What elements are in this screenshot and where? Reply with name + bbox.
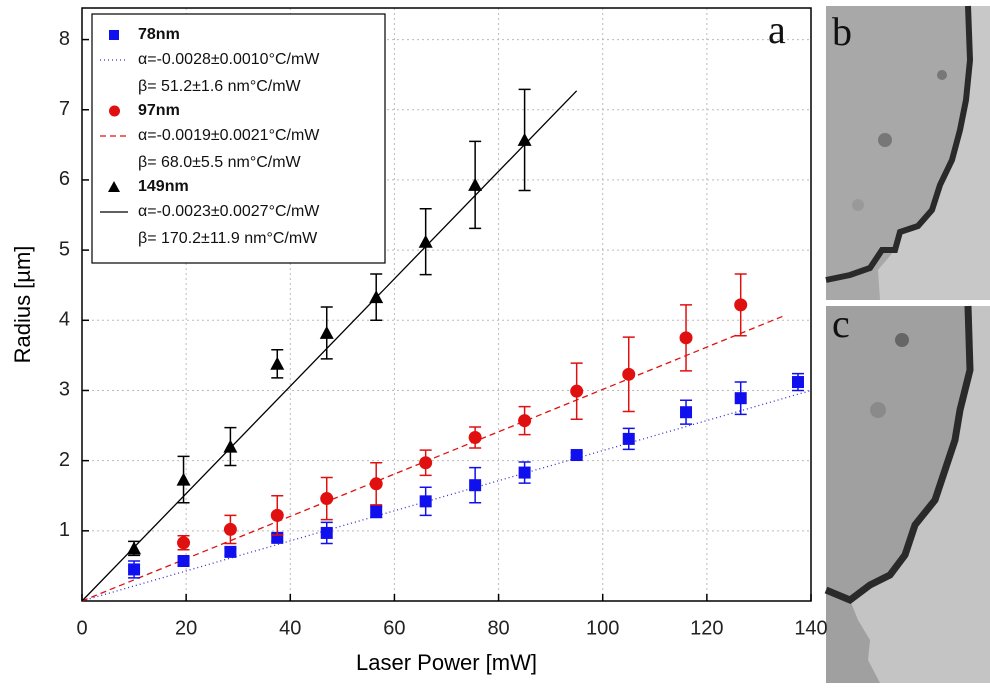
data-point [224, 545, 237, 558]
data-point [177, 536, 191, 550]
x-tick-label: 120 [690, 617, 723, 639]
fit-annotation: β= 51.2±1.6 nm°C/mW [138, 78, 302, 95]
y-tick-label: 8 [59, 28, 70, 50]
data-point [570, 449, 583, 462]
data-point [622, 432, 635, 445]
plot-frame [81, 7, 812, 602]
panel-label: a [768, 7, 786, 52]
x-tick-label: 0 [76, 617, 87, 639]
legend-marker [108, 181, 120, 192]
data-point [369, 477, 383, 491]
data-point [468, 177, 483, 191]
y-tick-label: 6 [59, 168, 70, 190]
data-point [176, 472, 191, 486]
legend-label: α=-0.0019±0.0021°C/mW [138, 127, 320, 144]
x-tick-label: 60 [383, 617, 405, 639]
data-point [622, 367, 636, 381]
y-tick-label: 1 [59, 519, 70, 541]
data-point [177, 554, 190, 567]
y-tick-label: 7 [59, 98, 70, 120]
data-point [319, 325, 334, 339]
legend-box [91, 13, 386, 264]
data-point [517, 132, 532, 146]
data-point [223, 522, 237, 536]
legend-label: 78nm [138, 26, 180, 43]
data-point [734, 392, 747, 405]
legend-label: 97nm [138, 102, 180, 119]
data-point [734, 298, 748, 312]
data-point [419, 456, 433, 470]
x-tick-label: 80 [487, 617, 509, 639]
micrograph-b [825, 5, 990, 300]
x-tick-label: 140 [794, 617, 827, 639]
fit-annotation: β= 170.2±11.9 nm°C/mW [138, 230, 318, 247]
data-point [127, 541, 142, 555]
data-point [370, 505, 383, 518]
data-point [128, 563, 141, 576]
y-tick-label: 4 [59, 309, 70, 331]
data-point [270, 508, 284, 522]
x-tick-label: 20 [175, 617, 197, 639]
x-tick-label: 40 [279, 617, 301, 639]
data-point [320, 492, 334, 506]
data-point [223, 439, 238, 453]
data-point [570, 384, 584, 398]
x-tick-label: 100 [586, 617, 619, 639]
data-point [418, 234, 433, 248]
data-point [270, 356, 285, 370]
panel-label: c [832, 301, 850, 346]
data-point [320, 526, 333, 539]
data-point [791, 376, 804, 389]
legend-marker [109, 105, 120, 117]
panel-label: b [832, 9, 852, 54]
data-point [679, 331, 693, 345]
legend-label: 149nm [138, 178, 189, 195]
legend-label: α=-0.0023±0.0027°C/mW [138, 203, 320, 220]
data-point [469, 479, 482, 492]
y-tick-label: 3 [59, 379, 70, 401]
micrograph-c [824, 305, 990, 683]
data-point [518, 414, 532, 428]
data-point [419, 495, 432, 508]
legend: 78nm α=-0.0028±0.0010°C/mW β= 51.2±1.6 nm°… [91, 13, 386, 264]
data-point [680, 406, 693, 419]
legend-label: α=-0.0028±0.0010°C/mW [138, 51, 320, 68]
fit-annotation: β= 68.0±5.5 nm°C/mW [138, 154, 302, 171]
fit-line [81, 389, 812, 602]
x-axis-title: Laser Power [mW] [356, 650, 537, 675]
y-axis-title: Radius [µm] [10, 246, 35, 364]
y-tick-label: 2 [59, 449, 70, 471]
data-point [468, 430, 482, 444]
fit-line [81, 314, 786, 602]
fit-line [81, 90, 578, 602]
legend-marker [109, 30, 119, 40]
y-tick-label: 5 [59, 238, 70, 260]
data-point [369, 290, 384, 304]
data-point [518, 466, 531, 479]
